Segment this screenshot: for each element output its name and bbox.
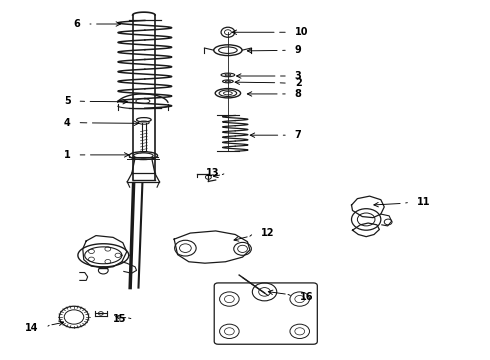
Text: 12: 12 (261, 228, 274, 238)
Text: 6: 6 (74, 19, 80, 29)
Text: 11: 11 (417, 197, 431, 207)
Text: 8: 8 (295, 89, 302, 99)
Text: 14: 14 (25, 323, 39, 333)
Text: 13: 13 (206, 168, 220, 178)
Text: 2: 2 (295, 78, 301, 88)
Text: 1: 1 (64, 150, 71, 160)
Text: 9: 9 (295, 45, 301, 55)
Text: 7: 7 (295, 130, 301, 140)
Text: 4: 4 (64, 118, 71, 128)
Text: 16: 16 (300, 292, 313, 302)
Text: 3: 3 (295, 71, 301, 81)
Text: 5: 5 (64, 96, 71, 106)
Text: 10: 10 (295, 27, 308, 37)
Text: 15: 15 (113, 314, 127, 324)
